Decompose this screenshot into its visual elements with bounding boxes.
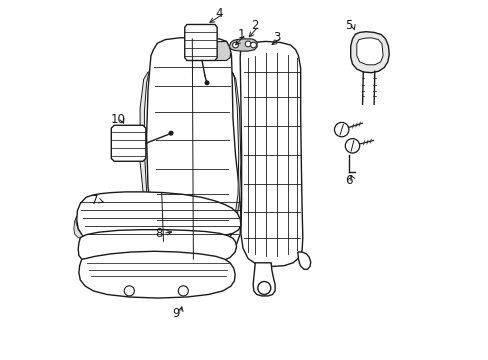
Polygon shape (240, 41, 302, 266)
Polygon shape (146, 38, 241, 262)
Circle shape (169, 131, 172, 135)
Text: 5: 5 (345, 19, 352, 32)
Circle shape (257, 282, 270, 294)
Text: 2: 2 (250, 19, 258, 32)
Polygon shape (297, 252, 310, 269)
Polygon shape (79, 251, 235, 298)
Text: 7: 7 (91, 194, 99, 207)
Text: 9: 9 (172, 307, 180, 320)
Circle shape (345, 139, 359, 153)
Polygon shape (253, 263, 275, 296)
Text: 4: 4 (215, 7, 223, 20)
Circle shape (250, 42, 256, 48)
Text: 1: 1 (237, 28, 245, 41)
Text: 6: 6 (345, 174, 352, 186)
Polygon shape (140, 72, 161, 245)
Text: 8: 8 (155, 227, 162, 240)
Polygon shape (74, 216, 89, 240)
Circle shape (232, 42, 238, 48)
Polygon shape (225, 72, 241, 247)
Circle shape (244, 41, 250, 47)
Polygon shape (111, 125, 145, 161)
Polygon shape (229, 39, 257, 51)
Circle shape (124, 286, 134, 296)
Polygon shape (78, 230, 236, 267)
Text: 3: 3 (273, 31, 280, 44)
Polygon shape (356, 38, 382, 65)
Polygon shape (77, 192, 241, 244)
Polygon shape (184, 24, 217, 60)
Circle shape (178, 286, 188, 296)
Polygon shape (186, 41, 230, 60)
Polygon shape (350, 32, 388, 73)
Circle shape (205, 81, 208, 85)
Circle shape (334, 122, 348, 137)
Text: 10: 10 (110, 113, 125, 126)
